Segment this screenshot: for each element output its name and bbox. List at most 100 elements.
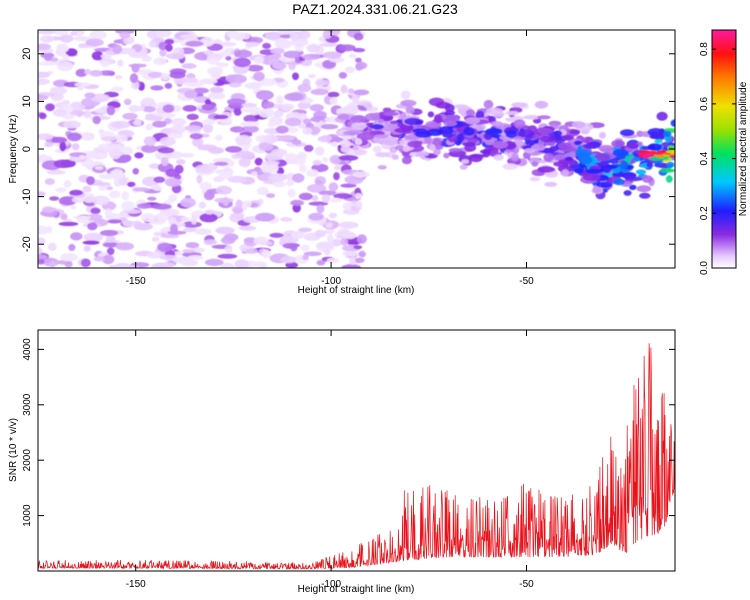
heatmap-cell [407,140,423,148]
heatmap-cell [502,163,518,170]
heatmap-cell [228,82,242,88]
colorbar-label: Normalized spectral amplitude [738,81,749,216]
heatmap-cell [230,126,245,133]
heatmap-cell [38,30,56,35]
heatmap-cell [71,143,80,151]
heatmap-cell [129,52,148,58]
heatmap-cell [165,168,180,178]
heatmap-cell [306,43,320,53]
heatmap-cell [204,258,224,266]
heatmap-cell [284,117,302,127]
heatmap-cell [229,212,244,223]
heatmap-cell [212,158,233,163]
heatmap-cell [340,183,357,188]
heatmap-cell [318,190,338,196]
heatmap-cell [327,234,334,244]
heatmap-cell [225,146,243,153]
heatmap-cell [340,238,349,246]
heatmap-cell [298,192,313,201]
heatmap-cell [394,127,409,133]
heatmap-cell [206,53,224,59]
heatmap-cell [42,206,55,213]
heatmap-cell [302,127,313,135]
heatmap-cell [180,216,191,222]
heatmap-cell [153,231,163,237]
heatmap-cell [534,100,549,109]
heatmap-cell [61,100,70,105]
heatmap-cell [220,262,235,268]
heatmap-cell [302,53,321,61]
heatmap-cell [165,44,173,52]
heatmap-cell [365,112,380,121]
heatmap-cell [204,98,211,106]
heatmap-cell [215,185,232,195]
heatmap-cell [517,129,535,138]
heatmap-cell [492,111,505,118]
heatmap-cell [82,240,100,245]
heatmap-cell [297,30,311,40]
heatmap-cell [83,232,104,242]
heatmap-cell [329,154,342,165]
heatmap-cell [353,257,365,264]
heatmap-cell [353,32,364,41]
heatmap-cell [620,160,628,170]
heatmap-cell [333,172,340,181]
y-tick-label: 20 [21,48,33,60]
heatmap-cell [203,239,218,246]
heatmap-cell [314,229,327,238]
heatmap-cell [182,227,197,233]
heatmap-cell [660,168,675,173]
heatmap-cell [202,123,214,134]
heatmap-cell [60,253,78,262]
heatmap-cell [98,185,108,191]
heatmap-cell [342,135,354,140]
y-tick-label: -20 [21,236,33,252]
heatmap-cell [70,205,77,210]
heatmap-cell [172,251,183,257]
heatmap-cell [537,115,551,120]
heatmap-cell [205,209,214,215]
heatmap-cell [356,132,375,141]
heatmap-cell [83,245,91,252]
heatmap-cell [350,115,368,123]
heatmap-cell [59,34,74,43]
heatmap-cell [122,220,135,227]
heatmap-cell [227,98,246,106]
heatmap-cell [286,179,294,187]
heatmap-cell [221,236,236,245]
heatmap-cell [245,248,258,254]
heatmap-cell [314,146,325,156]
heatmap-cell [531,161,539,167]
heatmap-cell [128,63,147,68]
heatmap-cell [260,55,280,66]
heatmap-cell [269,232,284,238]
heatmap-cell [537,166,555,173]
heatmap-cell [60,213,68,221]
snr-y-label: SNR (10 * v/v) [8,418,19,482]
heatmap-cell [553,161,569,167]
heatmap-cell [185,40,204,47]
heatmap-cell [164,82,173,89]
heatmap-cell [222,196,229,207]
heatmap-cell [195,164,211,173]
heatmap-cell [442,114,461,124]
heatmap-cell [325,222,333,229]
heatmap-cell [251,171,258,177]
heatmap-cell [543,153,554,162]
heatmap-cell [164,38,175,45]
heatmap-cell [128,104,139,113]
heatmap-cell [199,78,218,85]
heatmap-cell [354,192,362,200]
heatmap-cell [342,251,358,257]
heatmap-cell [275,150,285,157]
heatmap-cell [629,184,637,190]
heatmap-cell [190,215,198,225]
heatmap-cell [324,228,335,235]
heatmap-cell [38,237,46,245]
heatmap-cell [312,159,322,166]
snr-y-axis: 1000 2000 3000 4000 [22,338,675,527]
heatmap-cell [153,57,167,66]
heatmap-cell [306,183,327,193]
snr-frame [37,329,676,572]
